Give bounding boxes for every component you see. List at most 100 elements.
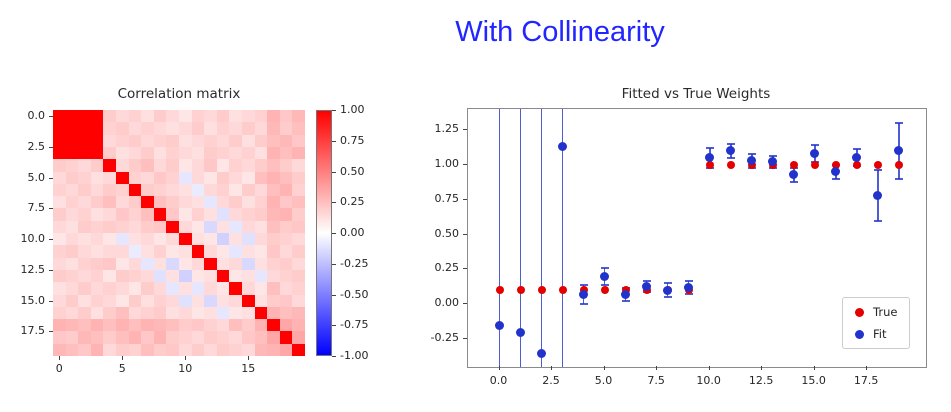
heatmap-cell [279,233,293,246]
heatmap-cell [204,208,217,221]
heatmap-cell [179,183,192,197]
heatmap-cell [141,146,154,160]
fit-error-bar [540,109,543,367]
heatmap-cell [254,319,268,332]
heatmap-cell [90,122,104,135]
heatmap-cell [216,220,230,233]
heatmap-cell [204,282,217,295]
heatmap-cell [279,257,293,270]
heatmap-cell [229,208,242,221]
fit-point [642,281,652,291]
heatmap-cell [179,146,192,160]
true-legend-dot [855,307,864,317]
heatmap-cell [141,220,154,233]
heatmap-cell [53,233,66,246]
heatmap-cell [90,282,104,295]
heatmap-cell [292,233,305,246]
scatter-plot-area: True Fit [467,108,927,368]
heatmap-cell [204,306,217,320]
heatmap-cell [141,159,154,172]
heatmap-cell [166,282,179,295]
heatmap-title: Correlation matrix [117,86,241,102]
heatmap-cell [116,282,129,295]
heatmap-cell [141,331,154,344]
fit-point [600,271,610,281]
scatter-y-tick-label: 0.75 [434,191,460,205]
heatmap-cell [128,331,142,344]
heatmap-cell [116,294,129,307]
heatmap-cell [128,110,142,123]
heatmap-cell [90,220,104,233]
heatmap-cell [90,269,104,283]
heatmap-cell [242,245,255,258]
heatmap-cell [103,134,116,147]
heatmap-y-tick-mark [49,239,53,241]
heatmap-cell [204,294,217,307]
heatmap-cell [141,208,154,221]
heatmap-cell [204,159,217,172]
heatmap-cell [229,122,242,135]
fit-point [873,190,883,200]
heatmap-cell [153,208,167,221]
heatmap-cell [90,343,104,356]
heatmap-cell [179,208,192,221]
heatmap-cell [279,208,293,221]
fit-error-cap [600,266,609,269]
heatmap-cell [65,196,79,209]
heatmap-cell [292,110,305,123]
fit-error-cap [621,300,630,303]
heatmap-cell [204,183,217,197]
heatmap-cell [229,343,242,356]
fit-error-cap [768,155,777,158]
heatmap-cell [90,110,104,123]
heatmap-cell [103,146,116,160]
scatter-title: Fitted vs True Weights [621,86,771,102]
heatmap-cell [166,269,179,283]
colorbar-tick-mark [332,140,336,142]
heatmap-cell [128,220,142,233]
heatmap-cell [216,294,230,307]
colorbar-tick-mark [332,110,336,111]
heatmap-cell [103,171,116,184]
heatmap-cell [78,282,91,295]
heatmap-cell [216,110,230,123]
scatter-x-tick-mark [603,366,605,370]
heatmap-cell [103,269,116,283]
heatmap-cell [53,220,66,233]
heatmap-y-tick-mark [49,300,53,302]
true-point [852,160,861,169]
heatmap-cell [141,269,154,283]
colorbar-tick-label: -0.50 [340,287,369,301]
heatmap-cell [279,159,293,172]
scatter-x-tick-label: 5.0 [594,374,613,387]
heatmap-cell [242,257,255,270]
heatmap-cell [90,196,104,209]
heatmap-cell [78,306,91,320]
heatmap-cell [53,183,66,197]
heatmap-cell [65,306,79,320]
heatmap-cell [103,282,116,295]
heatmap-cell [166,196,179,209]
heatmap-cell [116,331,129,344]
fit-point [768,157,778,167]
colorbar-tick-mark [332,233,336,234]
heatmap-cell [128,171,142,184]
heatmap-cell [116,269,129,283]
heatmap-cell [254,171,268,184]
heatmap-cell [141,233,154,246]
heatmap-cell [216,233,230,246]
heatmap-cell [254,306,268,320]
colorbar-tick-mark [332,202,336,204]
heatmap-cell [191,122,205,135]
heatmap-cell [53,269,66,283]
heatmap-cell [254,282,268,295]
true-point [894,160,903,169]
heatmap-cell [191,134,205,147]
true-point [810,160,819,169]
scatter-x-tick-mark [708,366,710,370]
heatmap-cell [153,146,167,160]
heatmap-cell [292,122,305,135]
heatmap-cell [65,183,79,197]
heatmap-cell [103,233,116,246]
